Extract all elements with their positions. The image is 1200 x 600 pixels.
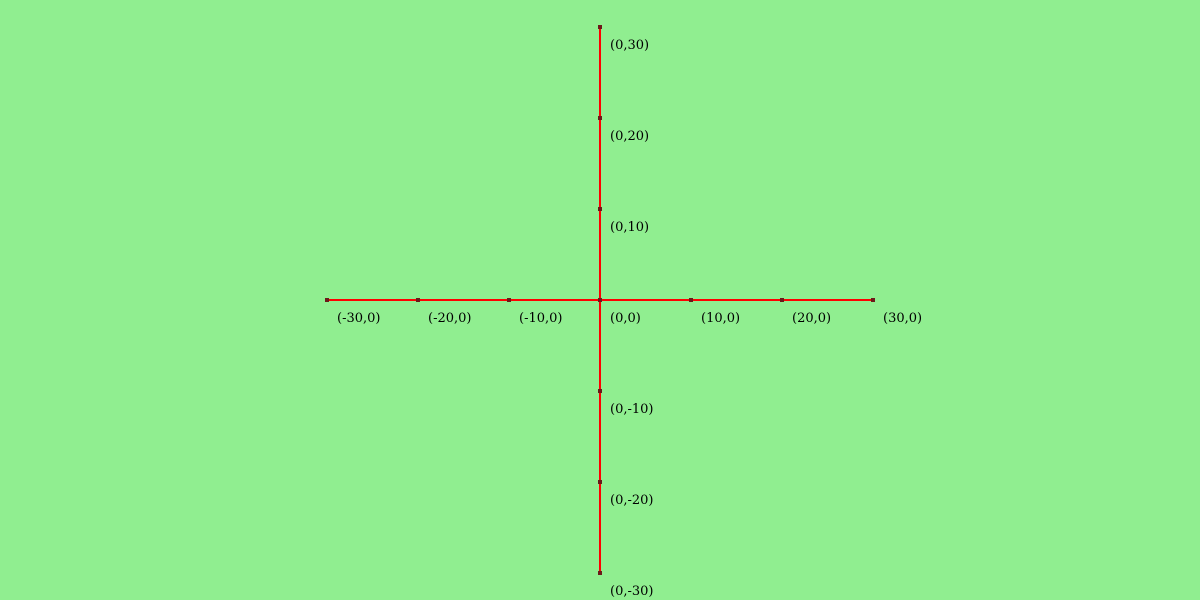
- x-tick-marker: [689, 298, 693, 302]
- x-tick-marker: [507, 298, 511, 302]
- x-tick-marker: [325, 298, 329, 302]
- x-tick-label: (-20,0): [428, 311, 471, 326]
- y-tick-label: (0,-20): [610, 493, 653, 508]
- x-tick-marker: [780, 298, 784, 302]
- y-tick-marker: [598, 480, 602, 484]
- origin-marker: [598, 298, 602, 302]
- x-tick-label: (30,0): [883, 311, 922, 326]
- x-tick-marker: [416, 298, 420, 302]
- origin-label: (0,0): [610, 311, 641, 326]
- x-tick-marker: [871, 298, 875, 302]
- y-tick-marker: [598, 389, 602, 393]
- y-tick-label: (0,-10): [610, 402, 653, 417]
- x-tick-label: (20,0): [792, 311, 831, 326]
- y-tick-label: (0,-30): [610, 584, 653, 599]
- x-tick-label: (10,0): [701, 311, 740, 326]
- y-tick-label: (0,30): [610, 38, 649, 53]
- x-tick-label: (-30,0): [337, 311, 380, 326]
- x-tick-label: (-10,0): [519, 311, 562, 326]
- y-tick-marker: [598, 571, 602, 575]
- y-tick-label: (0,20): [610, 129, 649, 144]
- y-tick-marker: [598, 25, 602, 29]
- y-tick-label: (0,10): [610, 220, 649, 235]
- y-tick-marker: [598, 116, 602, 120]
- y-tick-marker: [598, 207, 602, 211]
- tick-labels-group: (0,0) (-30,0) (-20,0) (-10,0) (10,0) (20,0) (…: [337, 38, 922, 599]
